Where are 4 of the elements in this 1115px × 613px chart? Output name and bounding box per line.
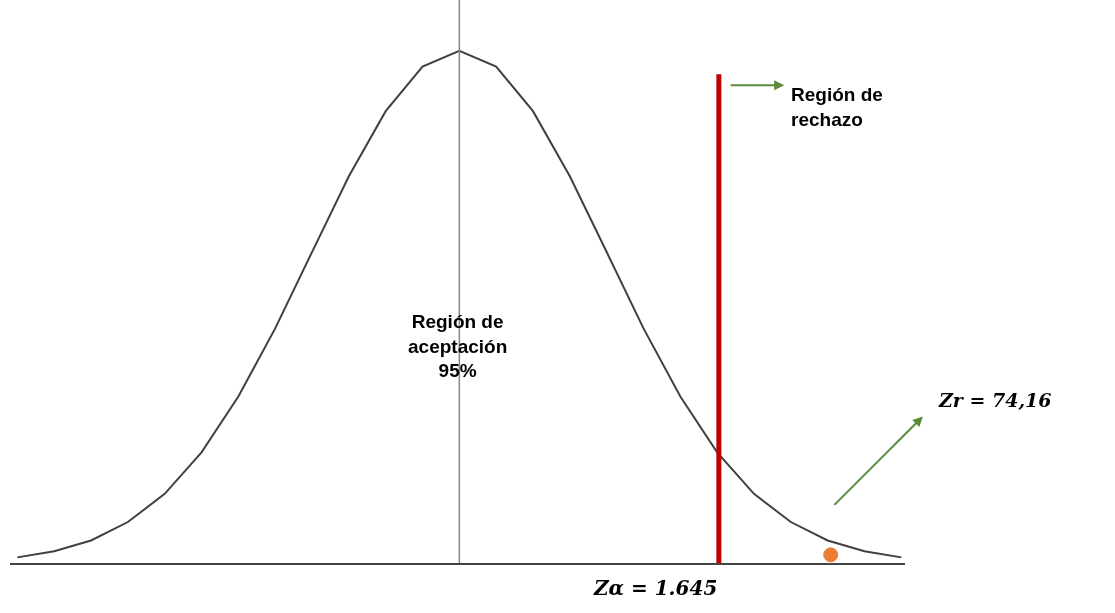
text: Zr = 74,16: [938, 389, 1052, 411]
text: Zα = 1.645: [594, 576, 718, 600]
annotation: Región de rechazo: [791, 84, 883, 130]
annotation: Región de aceptación 95%: [408, 311, 508, 382]
